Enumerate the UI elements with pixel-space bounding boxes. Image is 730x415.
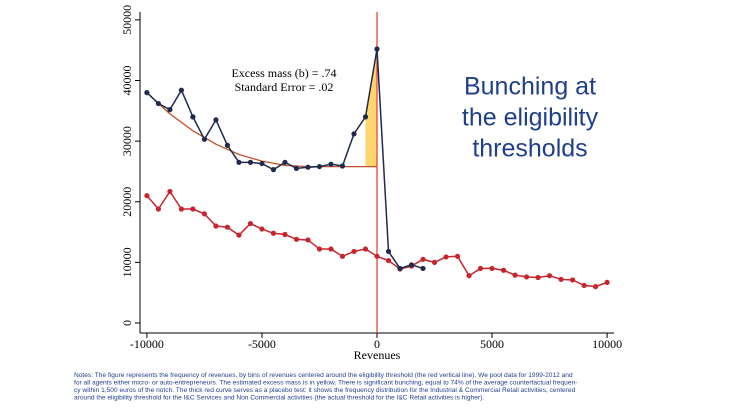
data-point (259, 226, 265, 232)
y-tick-label: 0 (120, 320, 134, 326)
x-tick-label: -5000 (248, 337, 276, 351)
y-tick-label: 30000 (120, 126, 134, 156)
x-tick-label: 0 (374, 337, 380, 351)
data-point (546, 273, 553, 279)
data-point (293, 236, 300, 242)
data-point (374, 253, 380, 259)
data-point (282, 231, 288, 238)
data-point (523, 274, 530, 280)
note: Notes: The figure represents the frequen… (74, 372, 573, 379)
data-point (558, 276, 564, 282)
series-line (146, 92, 377, 168)
data-point (178, 206, 185, 212)
data-point (190, 114, 196, 120)
x-tick-label: 5000 (480, 337, 504, 351)
data-point (362, 246, 369, 252)
data-point (351, 131, 357, 137)
data-point (155, 206, 162, 212)
data-point (477, 265, 484, 272)
data-point (316, 163, 323, 170)
heading: Bunching at (464, 73, 596, 101)
data-point (328, 161, 334, 167)
data-point (466, 273, 472, 279)
data-point (247, 220, 254, 227)
note: for all agents either micro- or auto-ent… (74, 379, 577, 386)
data-point (339, 253, 346, 259)
data-point (259, 160, 265, 167)
data-point (420, 265, 426, 272)
data-point (144, 90, 150, 96)
data-point (454, 253, 461, 259)
data-point (604, 279, 610, 285)
data-point (305, 164, 311, 170)
data-point (362, 114, 369, 120)
note: cy within 1,500 euros of the notch. The … (74, 387, 576, 394)
y-tick-label: 50000 (120, 5, 134, 35)
data-point (201, 211, 208, 217)
data-point (431, 259, 438, 265)
data-point (408, 262, 415, 268)
data-point (224, 142, 231, 148)
annotation: Standard Error = .02 (235, 80, 334, 94)
data-point (178, 87, 185, 93)
data-point (316, 246, 323, 252)
data-point (512, 272, 518, 278)
y-tick-label: 40000 (120, 66, 134, 96)
data-point (224, 224, 231, 230)
data-point (397, 265, 403, 272)
data-point (167, 188, 173, 195)
data-point (236, 232, 242, 238)
data-point (144, 193, 150, 199)
data-point (569, 277, 576, 283)
data-point (247, 159, 254, 165)
data-point (581, 282, 587, 289)
data-point (592, 284, 599, 290)
data-point (535, 274, 541, 281)
data-point (236, 159, 242, 165)
data-point (270, 230, 277, 236)
data-point (374, 46, 380, 52)
data-point (213, 223, 219, 229)
data-point (339, 163, 346, 169)
heading: the eligibility (462, 104, 599, 132)
y-tick-label: 10000 (120, 247, 134, 277)
data-point (500, 267, 507, 273)
data-point (443, 254, 449, 260)
data-point (328, 246, 334, 252)
heading: thresholds (472, 135, 587, 163)
data-point (385, 248, 392, 255)
note: around the eligibility threshold for the… (74, 394, 484, 401)
data-point (351, 248, 357, 255)
y-tick-label: 20000 (120, 187, 134, 217)
data-point (420, 256, 426, 262)
data-point (270, 167, 277, 173)
annotation: Excess mass (b) = .74 (231, 66, 336, 80)
data-point (293, 165, 300, 172)
x-tick-label: -10000 (130, 337, 164, 351)
data-point (201, 136, 208, 142)
x-tick-label: 10000 (592, 337, 622, 351)
data-point (385, 257, 392, 264)
data-point (167, 107, 173, 113)
excess-mass (365, 48, 377, 167)
data-point (213, 117, 219, 123)
data-point (305, 237, 311, 243)
data-point (190, 206, 196, 212)
data-point (282, 159, 288, 165)
data-point (155, 100, 162, 107)
x-axis-label: Revenues (354, 348, 401, 362)
data-point (489, 265, 495, 272)
